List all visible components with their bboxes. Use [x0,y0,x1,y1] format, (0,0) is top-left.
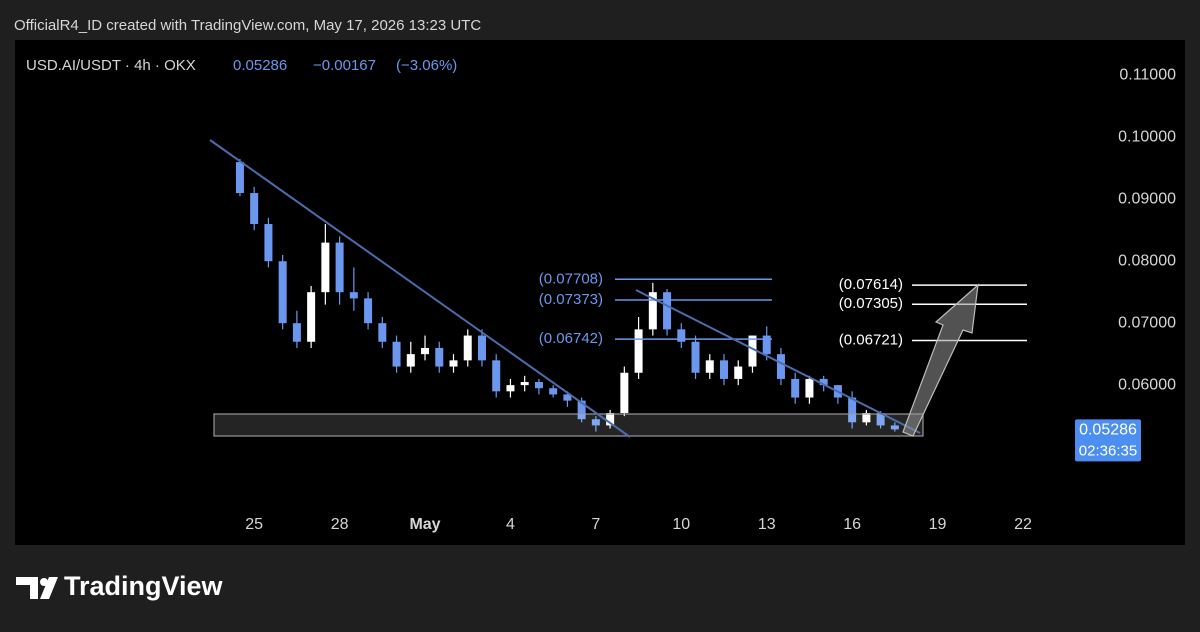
price-level-label: (0.06742) [539,330,603,347]
x-tick-label: May [409,516,440,533]
candle-body [278,261,287,324]
trend-line [635,289,921,434]
brand-logo: TradingView [16,571,224,601]
candle-body [776,354,785,379]
x-tick-label: 25 [245,516,263,533]
symbol: USD.AI/USDT · 4h · OKX [26,57,196,74]
candle-body [691,341,700,373]
candle-body [378,323,387,342]
y-tick-label: 0.11000 [1119,67,1176,84]
candle-body [392,341,401,367]
x-tick-label: 13 [758,516,776,533]
candle-body [463,335,472,361]
candle-body [848,397,857,423]
candle-body [321,242,330,293]
x-tick-label: 19 [929,516,947,533]
candle-body [364,298,373,324]
price-badge-label: 0.05286 [1079,422,1137,439]
candle-body [563,394,572,401]
y-tick-label: 0.09000 [1118,190,1176,207]
candle-body [406,354,415,367]
price-badge [1075,419,1141,462]
last-price: 0.05286 [233,57,287,74]
candle-body [890,425,899,430]
candle-body [492,360,501,392]
candle-body [549,388,558,395]
candle-body [307,292,316,342]
y-tick-label: 0.07000 [1118,314,1176,331]
candle-body [235,162,244,194]
price-level-label: (0.07305) [839,295,903,312]
candle-body [449,360,458,367]
y-tick-label: 0.10000 [1118,129,1176,146]
x-tick-label: 7 [591,516,600,533]
x-tick-label: 16 [843,516,861,533]
y-tick-label: 0.08000 [1118,252,1176,269]
candle-body [606,413,615,426]
price-level-label: (0.07373) [539,291,603,308]
support-zone [213,413,924,437]
chart-area [15,40,1185,545]
candle-body [876,413,885,426]
x-tick-label: 22 [1014,516,1032,533]
candle-body [435,347,444,367]
change: −0.00167 [313,57,376,74]
candle-body [577,400,586,420]
candle-body [734,366,743,379]
candle-body [705,360,714,373]
caption: OfficialR4_ID created with TradingView.c… [14,17,481,34]
candle-body [748,335,757,367]
candle-body [805,378,814,398]
candle-body [648,292,657,330]
candle-body [634,329,643,373]
y-tick-label: 0.06000 [1118,376,1176,393]
candle-body [250,193,259,225]
candle-body [620,372,629,414]
candle-body [349,292,358,299]
candle-body [663,292,672,330]
candle-body [506,385,515,392]
candle-body [819,378,828,386]
price-level-label: (0.06721) [839,331,903,348]
x-tick-label: 4 [506,516,515,533]
candle-body [762,335,771,355]
candle-body [591,419,600,426]
candle-body [720,360,729,379]
candle-body [477,335,486,361]
x-tick-label: 10 [672,516,690,533]
price-level-label: (0.07708) [539,270,603,287]
candle-body [264,224,273,262]
change-percent: (−3.06%) [396,57,457,74]
x-tick-label: 28 [331,516,349,533]
candle-body [534,382,543,389]
brand: TradingView [64,571,224,601]
projection-arrow [902,283,979,437]
candle-body [862,413,871,423]
candle-body [292,323,301,342]
candle-body [520,382,529,386]
countdown: 02:36:35 [1079,442,1137,459]
candle-body [335,242,344,293]
trend-line [209,139,631,438]
price-level-label: (0.07614) [839,276,903,293]
candle-body [421,347,430,355]
candle-body [791,378,800,398]
candle-body [677,329,686,342]
